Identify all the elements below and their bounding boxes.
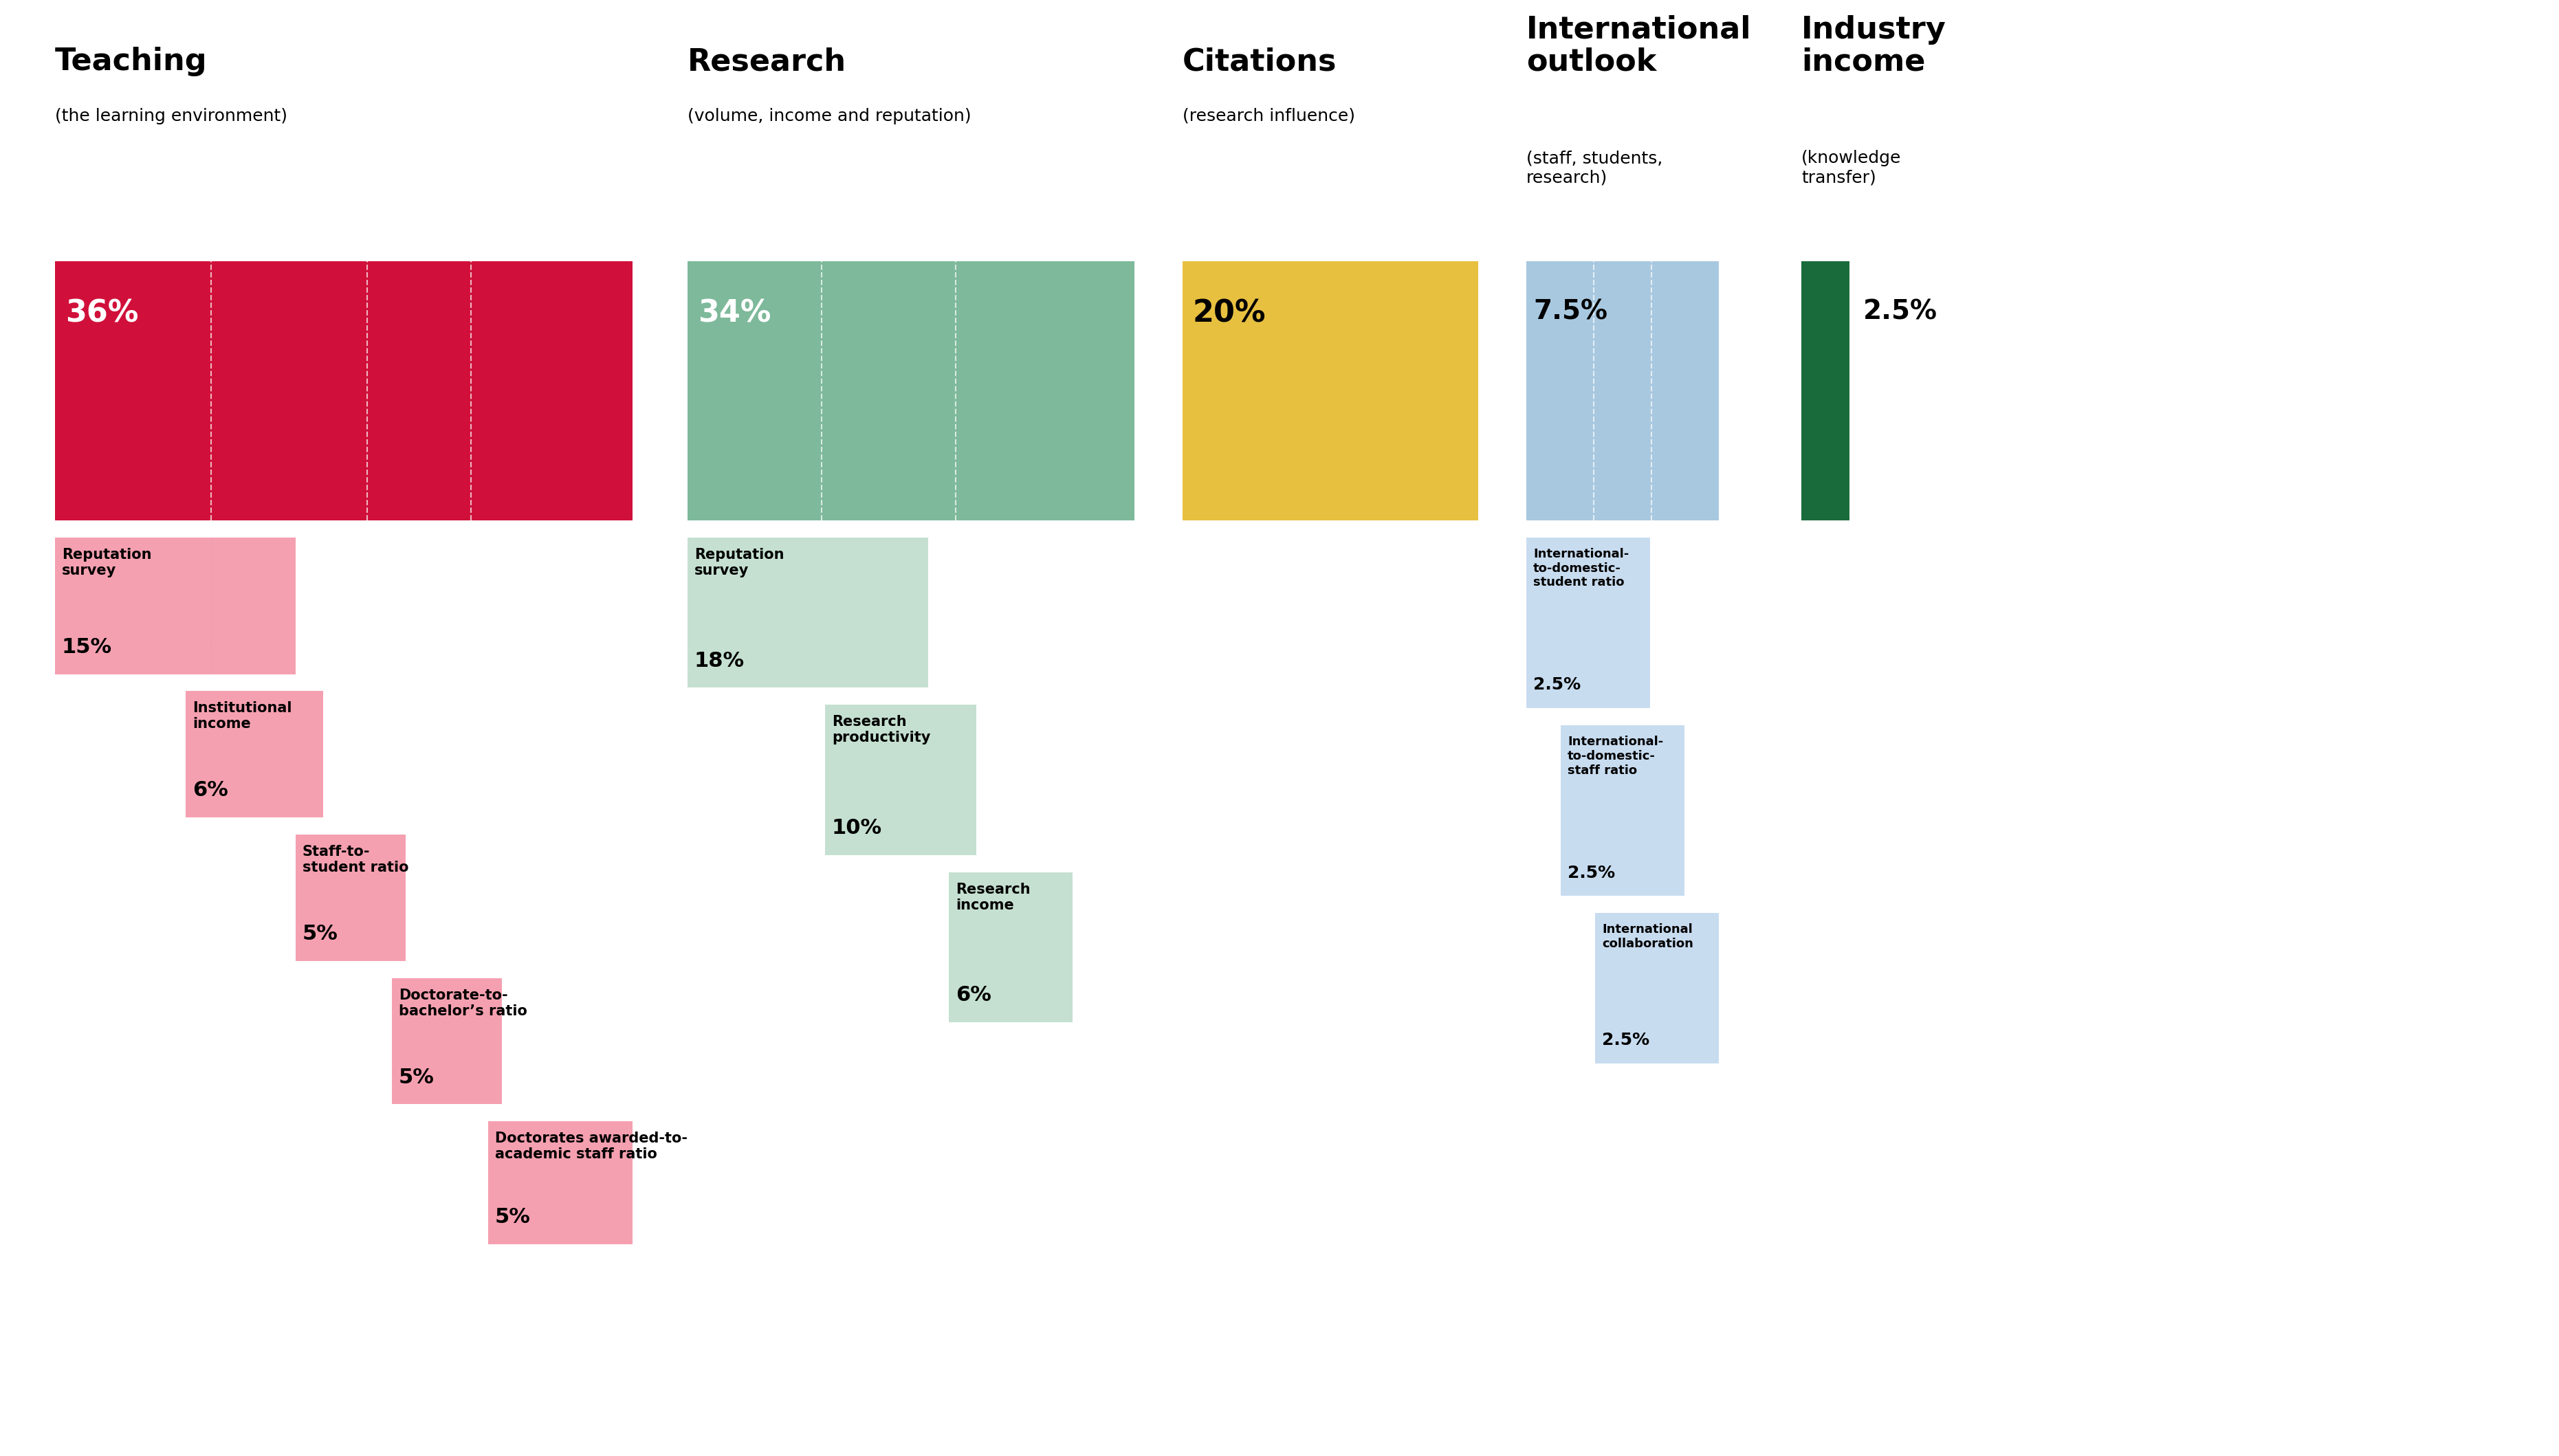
Text: 2.5%: 2.5% [1569,865,1615,881]
Text: (volume, income and reputation): (volume, income and reputation) [688,108,972,124]
FancyBboxPatch shape [1561,725,1684,895]
Text: Reputation
survey: Reputation survey [61,547,151,578]
Text: 2.5%: 2.5% [1602,1032,1651,1048]
Text: 5%: 5% [494,1207,530,1227]
FancyBboxPatch shape [824,705,978,855]
FancyBboxPatch shape [1525,261,1720,520]
Text: Industry
income: Industry income [1802,15,1947,77]
FancyBboxPatch shape [1594,913,1720,1063]
Text: International-
to-domestic-
student ratio: International- to-domestic- student rati… [1533,547,1630,588]
Text: 6%: 6% [955,986,990,1005]
Text: International
collaboration: International collaboration [1602,923,1694,949]
FancyBboxPatch shape [1182,261,1479,520]
FancyBboxPatch shape [489,1121,632,1245]
Text: (staff, students,
research): (staff, students, research) [1525,150,1663,186]
FancyBboxPatch shape [54,261,632,520]
Text: 2.5%: 2.5% [1863,298,1937,325]
FancyBboxPatch shape [949,872,1072,1022]
Text: International-
to-domestic-
staff ratio: International- to-domestic- staff ratio [1569,735,1663,776]
FancyBboxPatch shape [392,978,502,1104]
Text: 20%: 20% [1192,298,1267,328]
FancyBboxPatch shape [688,261,1134,520]
Text: Teaching: Teaching [54,47,207,77]
Text: Staff-to-
student ratio: Staff-to- student ratio [302,844,409,875]
Text: (knowledge
transfer): (knowledge transfer) [1802,150,1901,186]
FancyBboxPatch shape [187,692,322,817]
Text: International
outlook: International outlook [1525,15,1750,77]
FancyBboxPatch shape [688,537,929,687]
Text: 18%: 18% [693,651,745,671]
Text: (research influence): (research influence) [1182,108,1356,124]
Text: Research
productivity: Research productivity [832,715,931,744]
Text: Reputation
survey: Reputation survey [693,547,783,578]
Text: Citations: Citations [1182,47,1336,77]
Text: 2.5%: 2.5% [1533,677,1581,693]
FancyBboxPatch shape [1525,537,1651,708]
Text: 10%: 10% [832,818,883,839]
FancyBboxPatch shape [297,834,407,961]
Text: 15%: 15% [61,638,113,657]
Text: 36%: 36% [67,298,138,328]
Text: Research
income: Research income [955,882,1031,911]
Text: 5%: 5% [302,925,338,943]
Text: 6%: 6% [192,780,228,801]
Text: 7.5%: 7.5% [1533,298,1607,325]
FancyBboxPatch shape [54,537,297,674]
Text: (the learning environment): (the learning environment) [54,108,287,124]
Text: Research: Research [688,47,847,77]
Text: Institutional
income: Institutional income [192,702,292,731]
Text: 34%: 34% [699,298,770,328]
Text: 5%: 5% [399,1067,435,1088]
Text: Doctorate-to-
bachelor’s ratio: Doctorate-to- bachelor’s ratio [399,989,527,1018]
Text: Doctorates awarded-to-
academic staff ratio: Doctorates awarded-to- academic staff ra… [494,1131,688,1162]
FancyBboxPatch shape [1802,261,1850,520]
